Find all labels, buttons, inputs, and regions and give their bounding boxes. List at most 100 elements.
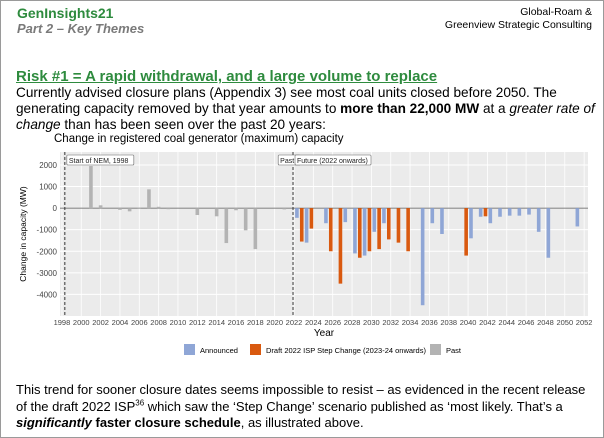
bar	[357, 208, 362, 258]
bar	[253, 208, 258, 250]
x-tick-label: 1998	[54, 318, 71, 327]
x-tick-label: 2000	[73, 318, 90, 327]
x-tick-label: 2032	[382, 318, 399, 327]
x-tick-label: 2050	[556, 318, 573, 327]
x-tick-label: 2038	[440, 318, 457, 327]
bar	[243, 208, 248, 231]
x-tick-label: 2012	[189, 318, 206, 327]
bar	[440, 208, 444, 234]
bar	[469, 208, 473, 239]
x-tick-label: 2018	[247, 318, 264, 327]
x-tick-label: 2010	[170, 318, 187, 327]
outro-text-2: which saw the ‘Step Change’ scenario pub…	[144, 398, 563, 414]
x-tick-label: 2024	[305, 318, 322, 327]
legend-label: Announced	[200, 346, 238, 355]
bar	[430, 208, 435, 224]
x-tick-label: 2016	[228, 318, 245, 327]
bar	[118, 208, 122, 210]
report-subtitle: Part 2 – Key Themes	[17, 21, 145, 36]
bar	[295, 208, 299, 218]
legend-swatch	[430, 344, 441, 355]
bar	[309, 208, 314, 229]
bar	[147, 189, 151, 209]
x-tick-label: 2022	[286, 318, 303, 327]
outro-text-1: This trend for sooner closure dates seem…	[16, 382, 586, 414]
x-tick-label: 2008	[150, 318, 167, 327]
bar	[299, 208, 304, 242]
bar	[420, 208, 425, 306]
bar	[234, 208, 238, 211]
x-tick-label: 2020	[266, 318, 283, 327]
plot-panel	[60, 152, 588, 316]
x-tick-label: 2048	[537, 318, 554, 327]
footnote-ref: 36	[135, 398, 145, 408]
legend-label: Draft 2022 ISP Step Change (2023-24 onwa…	[266, 346, 426, 355]
bar	[386, 208, 391, 240]
capacity-chart: Change in registered coal generator (max…	[18, 133, 593, 355]
legend-swatch	[184, 344, 195, 355]
intro-paragraph: Currently advised closure plans (Appendi…	[16, 85, 596, 133]
annotation-future: Future (2022 onwards)	[297, 158, 368, 165]
y-tick-label: 2000	[39, 161, 57, 170]
report-title: GenInsights21	[17, 5, 114, 21]
x-tick-label: 2040	[460, 318, 477, 327]
section-heading: Risk #1 = A rapid withdrawal, and a larg…	[16, 68, 438, 85]
org-line-1: Global-Roam &	[520, 6, 592, 18]
annotation-nem-start-box	[66, 154, 135, 166]
x-tick-label: 2042	[479, 318, 496, 327]
intro-text-3: than has been seen over the past 20 year…	[60, 117, 326, 132]
intro-bold: more than 22,000 MW	[340, 101, 480, 116]
bar	[282, 208, 287, 210]
bar	[304, 208, 309, 243]
intro-italic: greater rate of change	[16, 101, 595, 132]
bar	[507, 208, 512, 216]
bar	[464, 208, 468, 256]
legend-label: Past	[446, 346, 462, 355]
bar	[372, 208, 377, 232]
bar	[382, 208, 386, 224]
intro-text-1: Currently advised closure plans (Appendi…	[16, 85, 557, 116]
x-tick-label: 2052	[576, 318, 593, 327]
annotation-nem-start: Start of NEM, 1998	[69, 158, 129, 165]
annotation-future-box	[294, 154, 372, 166]
bar	[89, 166, 93, 209]
bar	[328, 208, 333, 252]
x-tick-label: 2006	[131, 318, 148, 327]
org-line-2: Greenview Strategic Consulting	[444, 19, 592, 31]
chart-title: Change in registered coal generator (max…	[54, 133, 344, 145]
y-tick-label: 0	[53, 204, 58, 213]
x-tick-label: 2036	[421, 318, 438, 327]
x-tick-label: 2014	[208, 318, 225, 327]
intro-text-2: at a	[479, 101, 510, 116]
outro-bold: faster closure schedule	[95, 415, 241, 430]
y-tick-label: -3000	[37, 269, 58, 278]
bar	[195, 208, 200, 216]
bar	[214, 208, 219, 217]
x-tick-label: 2034	[402, 318, 419, 327]
y-axis-label: Change in capacity (MW)	[18, 186, 28, 282]
annotation-past: Past	[280, 158, 294, 165]
bar	[546, 208, 551, 258]
x-tick-label: 2004	[112, 318, 129, 327]
org-credit: Global-Roam & Greenview Strategic Consul…	[445, 6, 592, 32]
bar	[517, 208, 522, 216]
legend-swatch	[250, 344, 261, 355]
bar	[575, 208, 580, 227]
bar	[127, 208, 132, 212]
bar	[324, 208, 328, 224]
bar	[224, 208, 229, 244]
bar	[156, 206, 161, 209]
x-tick-label: 2044	[498, 318, 515, 327]
y-tick-label: 1000	[39, 183, 57, 192]
bar	[166, 208, 171, 210]
bar	[367, 208, 372, 252]
y-tick-label: -2000	[37, 247, 58, 256]
bar	[527, 208, 531, 215]
bar	[536, 208, 541, 232]
y-tick-label: -1000	[37, 226, 58, 235]
bar	[137, 207, 142, 209]
bar	[338, 208, 343, 284]
x-tick-label: 2030	[363, 318, 380, 327]
bar	[406, 208, 410, 252]
outro-text-3: , as illustrated above.	[240, 415, 364, 430]
